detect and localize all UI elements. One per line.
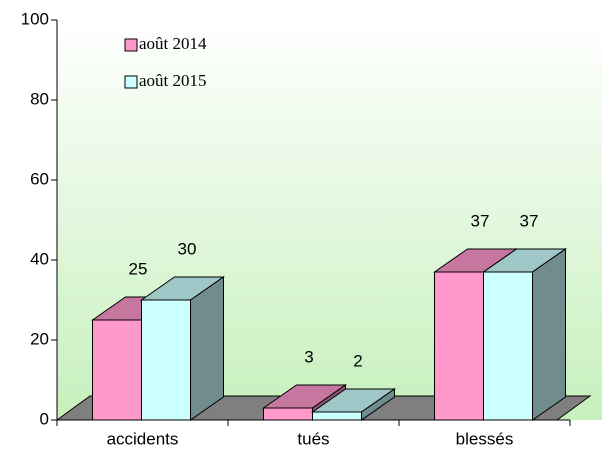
y-tick-label: 20 [30,329,49,348]
x-tick-label: accidents [107,429,179,448]
value-label: 3 [304,347,313,366]
y-tick-label: 60 [30,169,49,188]
bar-front [92,319,142,421]
legend-label: août 2014 [139,34,207,53]
bar-front [434,271,484,421]
y-tick-label: 40 [30,249,49,268]
y-tick-label: 100 [21,9,49,28]
legend-swatch [124,75,138,89]
bar-side [361,388,395,421]
legend-label: août 2015 [139,71,207,90]
bar-side [190,276,224,421]
value-label: 2 [353,351,362,370]
legend-swatch [124,38,138,52]
y-tick-label: 0 [40,409,49,428]
bar-front [263,407,313,421]
value-label: 25 [129,259,148,278]
x-tick-label: blessés [456,429,514,448]
bar-front [483,271,533,421]
x-tick-label: tués [297,429,329,448]
value-label: 37 [520,211,539,230]
value-label: 30 [178,239,197,258]
bar-front [141,299,191,421]
bar-front [312,411,362,421]
bar-side [532,248,566,421]
y-tick-label: 80 [30,89,49,108]
value-label: 37 [471,211,490,230]
